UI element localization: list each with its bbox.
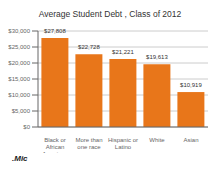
html-text:.Mic: .Mic (12, 154, 28, 163)
svg-text:$20,000: $20,000 (8, 60, 30, 66)
svg-text:$21,221: $21,221 (112, 49, 134, 55)
svg-text:$19,613: $19,613 (146, 54, 168, 60)
svg-text:$5,000: $5,000 (12, 108, 31, 114)
svg-text:$22,728: $22,728 (78, 44, 100, 50)
html-text:Average Student Debt , Class o: Average Student Debt , Class of 2012 (38, 9, 182, 19)
svg-text:$25,000: $25,000 (8, 44, 30, 50)
svg-text:Asian: Asian (183, 137, 198, 143)
svg-text:$30,000: $30,000 (8, 28, 30, 34)
svg-text:White: White (149, 137, 165, 143)
svg-text:$0: $0 (23, 124, 30, 130)
svg-text:$10,000: $10,000 (8, 92, 30, 98)
svg-text:Black orAfricanAmerican: Black orAfricanAmerican (42, 137, 67, 153)
svg-text:$10,919: $10,919 (180, 82, 202, 88)
svg-text:Hispanic orLatino: Hispanic orLatino (108, 137, 138, 150)
svg-text:More thanone race: More thanone race (75, 137, 102, 150)
svg-text:$27,808: $27,808 (44, 28, 66, 34)
svg-text:$15,000: $15,000 (8, 76, 30, 82)
